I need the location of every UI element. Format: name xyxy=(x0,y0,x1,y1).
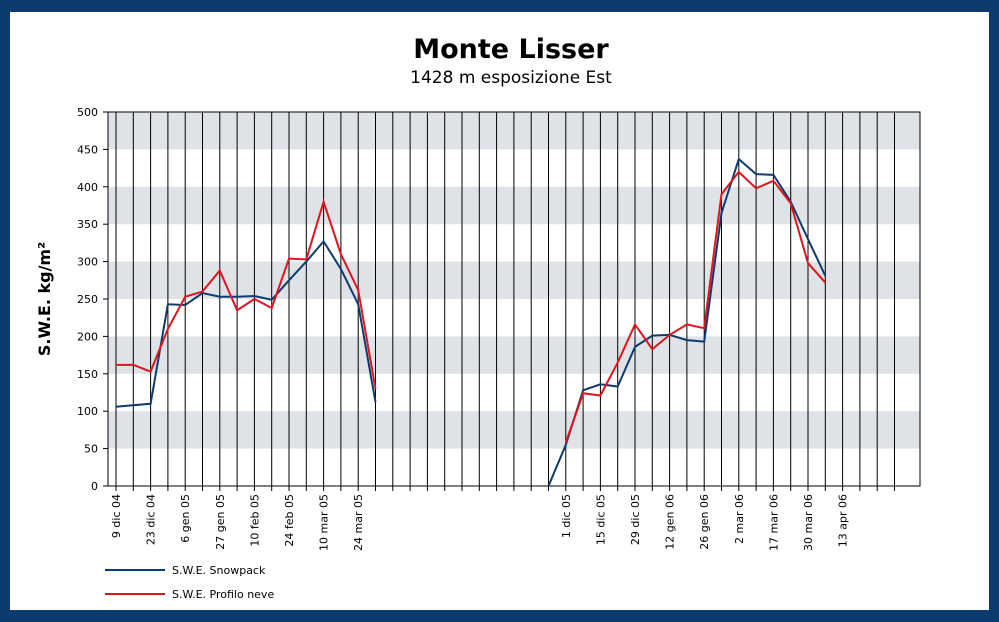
x-tick-label: 29 dic 05 xyxy=(629,494,642,545)
series-line xyxy=(116,170,827,443)
y-tick-label: 50 xyxy=(84,443,98,456)
y-tick-label: 150 xyxy=(77,368,98,381)
x-tick-label: 10 mar 05 xyxy=(318,494,331,551)
x-tick-label: 24 feb 05 xyxy=(283,494,296,547)
chart-title: Monte Lisser xyxy=(413,34,609,65)
x-tick-label: 26 gen 06 xyxy=(698,494,711,550)
y-axis-label: S.W.E. kg/m² xyxy=(35,242,54,356)
x-tick-label: 30 mar 06 xyxy=(802,494,815,551)
y-tick-label: 300 xyxy=(77,256,98,269)
series-line xyxy=(115,157,827,487)
x-tick-label: 1 dic 05 xyxy=(560,494,573,538)
y-tick-label: 400 xyxy=(77,181,98,194)
y-tick-label: 250 xyxy=(77,293,98,306)
x-tick-label: 24 mar 05 xyxy=(352,494,365,551)
y-tick-label: 200 xyxy=(77,330,98,343)
plot-frame xyxy=(107,111,921,487)
x-tick-label: 27 gen 05 xyxy=(214,494,227,550)
y-tick-label: 350 xyxy=(77,218,98,231)
x-tick-label: 2 mar 06 xyxy=(733,494,746,544)
x-tick-label: 10 feb 05 xyxy=(248,494,261,547)
y-tick-label: 500 xyxy=(77,106,98,119)
x-tick-label: 23 dic 04 xyxy=(145,494,158,545)
x-tick-label: 17 mar 06 xyxy=(767,494,780,551)
y-tick-label: 450 xyxy=(77,143,98,156)
x-tick-label: 6 gen 05 xyxy=(179,494,192,543)
x-tick-label: 9 dic 04 xyxy=(110,494,123,538)
x-tick-label: 15 dic 05 xyxy=(594,494,607,545)
legend-label: S.W.E. Snowpack xyxy=(172,564,266,577)
y-tick-label: 100 xyxy=(77,405,98,418)
chart-subtitle: 1428 m esposizione Est xyxy=(410,68,612,88)
y-tick-label: 0 xyxy=(91,480,98,493)
legend-label: S.W.E. Profilo neve xyxy=(172,588,274,601)
x-tick-label: 12 gen 06 xyxy=(664,494,677,550)
x-tick-label: 13 apr 06 xyxy=(837,494,850,547)
